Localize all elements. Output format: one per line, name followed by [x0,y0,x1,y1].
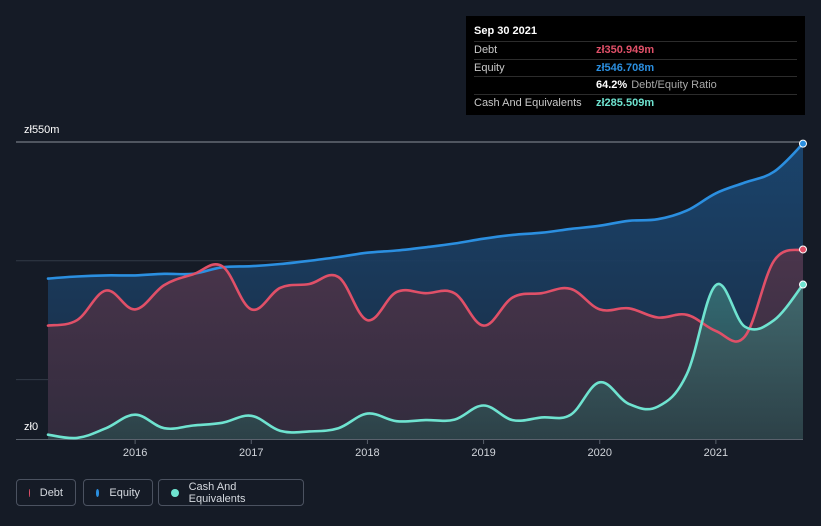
x-tick-label: 2016 [123,447,147,459]
data-tooltip: Sep 30 2021 Debt zł350.949m Equity zł546… [466,16,805,115]
cash-area [48,283,803,439]
x-tick-label: 2021 [704,447,728,459]
series-lines [46,142,805,440]
debt-line [46,248,805,343]
tooltip-debt-label: Debt [474,44,498,56]
tooltip-debt-value: zł350.949m [596,44,655,56]
legend-cash-dot-icon [171,488,179,497]
tooltip-equity-value: zł546.708m [596,61,655,74]
tooltip-cash-label: Cash And Equivalents [474,96,582,109]
legend-item-equity[interactable]: Equity [83,479,153,506]
y-tick-label: zł550m [24,124,59,136]
legend-debt-dot-icon [29,488,30,497]
series-areas [48,143,803,439]
tooltip-row-cash: Cash And Equivalents zł285.509m [474,93,797,112]
cash-end-point [799,280,807,289]
x-tick-label: 2018 [355,447,379,459]
equity-line [46,142,805,280]
legend-item-debt[interactable]: Debt [16,479,76,506]
y-tick-label: zł0 [24,421,38,433]
tooltip-ratio-value: 64.2% [596,79,628,91]
series-end-markers [799,139,807,289]
tooltip-cash-value: zł285.509m [596,96,655,109]
tooltip-date: Sep 30 2021 [474,25,537,37]
axis-labels: zł550m zł0 2016 2017 2018 2019 2020 2021 [24,124,728,459]
tooltip-ratio-spacer [474,77,596,94]
legend-item-cash[interactable]: Cash And Equivalents [158,479,304,506]
tooltip-equity-label: Equity [474,61,505,74]
legend-equity-label: Equity [109,486,140,499]
tooltip-row-equity: Equity zł546.708m [474,58,797,77]
x-tick-label: 2020 [587,447,611,459]
legend-debt-label: Debt [39,486,63,499]
tooltip-row-ratio: 64.2% Debt/Equity Ratio [474,76,797,94]
legend-equity-dot-icon [96,488,100,497]
equity-end-point [799,139,807,148]
legend-cash-label: Cash And Equivalents [188,480,246,505]
tooltip-row-debt: Debt zł350.949m [474,41,797,59]
debt-end-point [799,245,807,254]
cash-line [46,282,805,440]
x-tick-label: 2017 [239,447,263,459]
x-tick-label: 2019 [471,447,495,459]
tooltip-ratio-label: Debt/Equity Ratio [631,79,717,91]
